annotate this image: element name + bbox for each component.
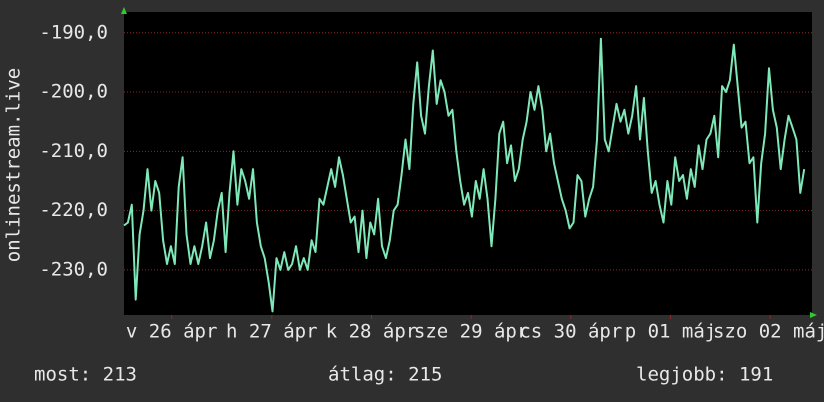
x-tick-label: cs 30 ápr bbox=[519, 321, 622, 343]
plot-area bbox=[124, 12, 812, 315]
footer-current: most: 213 bbox=[34, 364, 137, 386]
y-tick-label: -210,0 bbox=[39, 140, 108, 162]
y-axis-label: onlinestream.live bbox=[3, 68, 25, 262]
x-tick-label: h 27 ápr bbox=[226, 321, 318, 343]
x-tick-label: v 26 ápr bbox=[126, 321, 218, 343]
footer-best: legjobb: 191 bbox=[636, 364, 773, 386]
x-tick-label: szo 02 máj bbox=[713, 321, 824, 343]
x-tick-label: p 01 máj bbox=[625, 321, 717, 343]
y-tick-label: -230,0 bbox=[39, 258, 108, 280]
axis-arrow bbox=[810, 312, 817, 318]
x-tick-label: sze 29 ápr bbox=[414, 321, 528, 343]
footer-average: átlag: 215 bbox=[328, 364, 442, 386]
y-tick-label: -220,0 bbox=[39, 199, 108, 221]
x-tick-label: k 28 ápr bbox=[326, 321, 418, 343]
line-series bbox=[123, 37, 806, 313]
y-tick-label: -200,0 bbox=[39, 81, 108, 103]
y-tick-label: -190,0 bbox=[39, 21, 108, 43]
axis-arrow bbox=[121, 7, 127, 14]
